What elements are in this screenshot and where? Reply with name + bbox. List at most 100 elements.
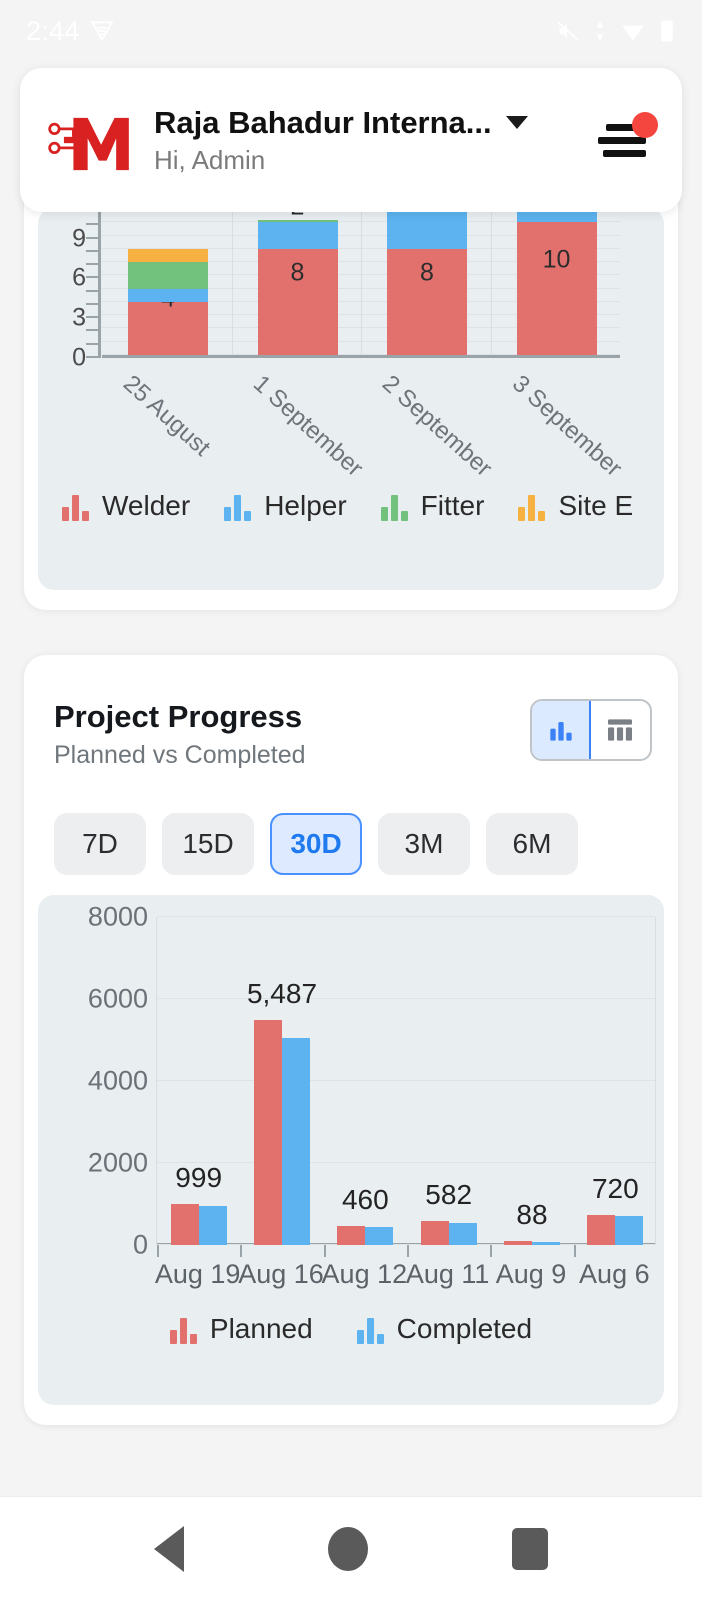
view-toggle[interactable] bbox=[530, 699, 652, 761]
stacked-bar-group[interactable]: 41 bbox=[128, 209, 208, 355]
manpower-legend-item-fitter[interactable]: Fitter bbox=[380, 490, 485, 522]
android-navigation-bar bbox=[0, 1496, 702, 1600]
bar-value-label: 8 bbox=[420, 258, 434, 287]
project-progress-card: Project Progress Planned vs Completed bbox=[24, 655, 678, 1425]
back-button[interactable] bbox=[154, 1525, 184, 1572]
bar-group[interactable]: 720 bbox=[573, 917, 657, 1257]
bar-value-label: 720 bbox=[591, 1173, 639, 1205]
bar-segment-welder bbox=[516, 222, 597, 355]
table-view-button[interactable] bbox=[589, 701, 650, 759]
y-tick-label: 0 bbox=[72, 343, 86, 372]
manpower-legend-item-helper[interactable]: Helper bbox=[224, 490, 347, 522]
bar-planned bbox=[503, 1241, 532, 1245]
gridline bbox=[490, 212, 492, 355]
manpower-legend-item-site-e[interactable]: Site E bbox=[518, 490, 633, 522]
x-tick bbox=[240, 1245, 243, 1257]
y-tick bbox=[86, 356, 98, 358]
manpower-plot-area: 41 82 85 10 bbox=[102, 172, 620, 358]
range-button-15d[interactable]: 15D bbox=[162, 813, 254, 875]
y-tick-label: 6000 bbox=[87, 983, 148, 1014]
bar-value-label: 582 bbox=[425, 1179, 473, 1211]
bar-segment-helper bbox=[128, 288, 208, 302]
bar-completed bbox=[281, 1037, 310, 1245]
battery-icon bbox=[661, 20, 673, 42]
greeting-text: Hi, Admin bbox=[154, 144, 266, 175]
bar-completed bbox=[448, 1223, 477, 1245]
y-tick bbox=[86, 289, 98, 292]
legend-label: Planned bbox=[209, 1313, 313, 1344]
bar-group[interactable]: 999 bbox=[157, 917, 240, 1257]
range-button-6m[interactable]: 6M bbox=[486, 813, 578, 875]
y-tick bbox=[86, 316, 98, 319]
y-tick bbox=[86, 302, 98, 305]
bar-planned bbox=[253, 1020, 282, 1245]
bar-pair bbox=[420, 1221, 477, 1245]
x-tick bbox=[323, 1245, 326, 1257]
app-header: Raja Bahadur Interna... Hi, Admin bbox=[20, 68, 682, 212]
page-title: Project Progress bbox=[54, 699, 303, 734]
manpower-legend-item-welder[interactable]: Welder bbox=[62, 490, 190, 522]
y-tick-label: 6 bbox=[72, 263, 86, 292]
x-tick-label: Aug 9 bbox=[495, 1259, 567, 1289]
bar-chart-icon bbox=[549, 722, 572, 741]
legend-bar-icon bbox=[380, 491, 408, 521]
y-tick-label: 0 bbox=[132, 1229, 148, 1260]
wifi-icon bbox=[622, 25, 644, 41]
chart-view-button[interactable] bbox=[532, 701, 591, 759]
legend-bar-icon bbox=[62, 491, 89, 521]
y-tick-label: 8000 bbox=[87, 901, 148, 932]
x-tick-label: Aug 6 bbox=[579, 1259, 650, 1289]
x-tick-label: 2 September bbox=[376, 370, 498, 483]
progress-title-block: Project Progress Planned vs Completed bbox=[54, 699, 306, 770]
legend-bar-icon bbox=[356, 1314, 384, 1344]
bar-segment-helper bbox=[257, 222, 338, 249]
table-icon bbox=[607, 719, 632, 741]
bar-value-label: 10 bbox=[542, 245, 571, 274]
y-tick bbox=[86, 342, 98, 345]
y-tick-label: 3 bbox=[72, 303, 86, 332]
chevron-down-icon bbox=[505, 116, 528, 129]
range-button-3m[interactable]: 3M bbox=[378, 813, 470, 875]
y-tick-label: 4000 bbox=[87, 1065, 148, 1096]
range-button-30d[interactable]: 30D bbox=[270, 813, 362, 875]
status-bar-left: 2:44 bbox=[26, 16, 115, 47]
legend-label: Completed bbox=[396, 1313, 533, 1344]
y-tick-label: 9 bbox=[72, 224, 86, 253]
progress-legend-item-completed[interactable]: Completed bbox=[356, 1313, 533, 1345]
bar-group[interactable]: 582 bbox=[407, 917, 490, 1257]
manpower-y-axis: 0 3 6 9 bbox=[38, 210, 98, 372]
stacked-bar-group[interactable]: 82 bbox=[257, 192, 338, 355]
stacked-bar-group[interactable]: 85 bbox=[387, 172, 467, 355]
y-tick bbox=[86, 249, 98, 252]
bar-value-label: 460 bbox=[341, 1184, 389, 1216]
x-tick-label: Aug 16 bbox=[238, 1259, 324, 1289]
legend-bar-icon bbox=[224, 491, 252, 521]
range-button-7d[interactable]: 7D bbox=[54, 813, 146, 875]
legend-label: Fitter bbox=[420, 490, 485, 521]
progress-legend-item-planned[interactable]: Planned bbox=[169, 1313, 313, 1345]
x-tick-label: 3 September bbox=[506, 370, 627, 483]
progress-chart-panel: 0 2000 4000 6000 8000 999 5,487 460 582 88 720 Au… bbox=[38, 895, 664, 1405]
bar-completed bbox=[198, 1206, 227, 1245]
x-tick bbox=[490, 1245, 493, 1257]
legend-label: Helper bbox=[264, 490, 347, 521]
org-selector[interactable]: Raja Bahadur Interna... bbox=[154, 105, 594, 141]
bar-group[interactable]: 88 bbox=[490, 917, 573, 1257]
bar-value-label: 5,487 bbox=[246, 978, 318, 1010]
recents-button[interactable] bbox=[512, 1527, 548, 1570]
bar-group[interactable]: 5,487 bbox=[240, 917, 323, 1257]
home-button[interactable] bbox=[328, 1526, 368, 1571]
progress-subtitle: Planned vs Completed bbox=[54, 741, 306, 769]
y-tick bbox=[86, 329, 98, 332]
bar-group[interactable]: 460 bbox=[323, 917, 407, 1257]
hamburger-menu-button[interactable] bbox=[598, 112, 658, 164]
stacked-bar-group[interactable]: 10 bbox=[516, 209, 597, 355]
x-tick-label: Aug 19 bbox=[154, 1259, 241, 1289]
range-filter-group[interactable]: 7D 15D 30D 3M 6M bbox=[54, 813, 578, 875]
bar-value-label: 999 bbox=[175, 1162, 223, 1194]
shield-icon bbox=[90, 21, 114, 42]
bar-segment-welder bbox=[128, 301, 208, 355]
volume-mute-icon bbox=[557, 21, 579, 41]
x-tick-label: Aug 12 bbox=[321, 1259, 408, 1289]
